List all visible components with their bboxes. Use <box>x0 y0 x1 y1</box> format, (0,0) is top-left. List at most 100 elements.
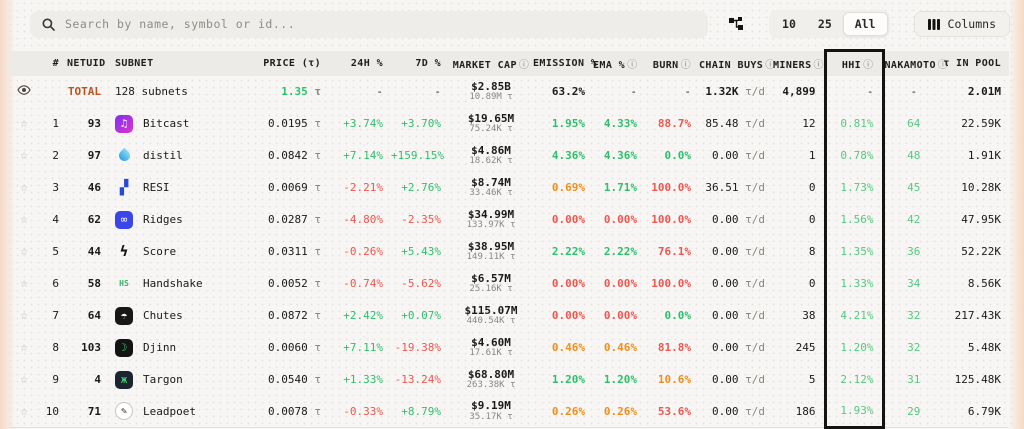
column-header-7d-[interactable]: 7D % <box>391 51 449 76</box>
column-header--[interactable]: # <box>39 51 67 76</box>
info-icon[interactable]: ⓘ <box>627 60 637 71</box>
column-header-ema-[interactable]: EMA %ⓘ <box>593 51 645 76</box>
price-cell: 0.0872 τ <box>249 300 329 332</box>
miners-cell: 1 <box>773 140 825 172</box>
favorite-cell[interactable]: ☆ <box>9 332 39 364</box>
market-cap-cell: $115.07M440.54K τ <box>449 300 533 332</box>
emission-cell: 0.00% <box>533 204 593 236</box>
emission-cell: 1.95% <box>533 108 593 140</box>
table-row[interactable]: ☆ 5 44 ϟScore 0.0311 τ -0.26% +5.43% $38… <box>9 236 1009 268</box>
subnet-icon: ϟ <box>115 243 133 261</box>
star-icon[interactable]: ☆ <box>20 404 28 419</box>
miners-cell: 0 <box>773 268 825 300</box>
column-header-burn[interactable]: BURNⓘ <box>645 51 699 76</box>
tree-view-icon[interactable] <box>728 13 747 35</box>
nakamoto-cell: 48 <box>883 140 943 172</box>
favorite-cell[interactable]: ☆ <box>9 172 39 204</box>
favorite-cell[interactable]: ☆ <box>9 204 39 236</box>
star-icon[interactable]: ☆ <box>20 372 28 387</box>
favorite-cell[interactable]: ☆ <box>9 300 39 332</box>
favorite-cell[interactable]: ☆ <box>9 140 39 172</box>
price-cell: 0.0060 τ <box>249 332 329 364</box>
subnet-cell[interactable]: ☂Chutes <box>109 300 249 332</box>
ema-cell: 4.36% <box>593 140 645 172</box>
miners-cell: 5 <box>773 364 825 396</box>
star-icon[interactable]: ☆ <box>20 276 28 291</box>
subnet-cell[interactable]: ♫Bitcast <box>109 108 249 140</box>
column-header-market-cap[interactable]: MARKET CAPⓘ <box>449 51 533 76</box>
change-7d-cell: -5.62% <box>391 268 449 300</box>
star-icon[interactable]: ☆ <box>20 148 28 163</box>
table-row[interactable]: ☆ 1 93 ♫Bitcast 0.0195 τ +3.74% +3.70% $… <box>9 108 1009 140</box>
column-header-24h-[interactable]: 24H % <box>329 51 391 76</box>
visibility-cell[interactable] <box>9 76 39 108</box>
star-icon[interactable]: ☆ <box>20 244 28 259</box>
table-row[interactable]: ☆ 7 64 ☂Chutes 0.0872 τ +2.42% +0.07% $1… <box>9 300 1009 332</box>
table-row[interactable]: ☆ 8 103 ☽Djinn 0.0060 τ +7.11% -19.38% $… <box>9 332 1009 364</box>
search-input[interactable]: Search by name, symbol or id... <box>30 11 708 38</box>
favorite-cell[interactable]: ☆ <box>9 396 39 428</box>
star-icon[interactable]: ☆ <box>20 340 28 355</box>
columns-label: Columns <box>948 17 996 31</box>
subnet-cell[interactable]: ✎Leadpoet <box>109 396 249 428</box>
favorite-cell[interactable]: ☆ <box>9 236 39 268</box>
subnet-cell[interactable]: ϟScore <box>109 236 249 268</box>
subnet-cell[interactable]: жTargon <box>109 364 249 396</box>
subnet-cell[interactable]: HSHandshake <box>109 268 249 300</box>
table-row[interactable]: ☆ 2 97 distil 0.0842 τ +7.14% +159.15% $… <box>9 140 1009 172</box>
table-row[interactable]: ☆ 10 71 ✎Leadpoet 0.0078 τ -0.33% +8.79%… <box>9 396 1009 428</box>
subnet-icon: ☽ <box>115 339 133 357</box>
table-row[interactable]: ☆ 3 46 ▞RESI 0.0069 τ -2.21% +2.76% $8.7… <box>9 172 1009 204</box>
change-24h-cell: +2.42% <box>329 300 391 332</box>
page-size-25[interactable]: 25 <box>807 13 843 35</box>
table-row[interactable]: ☆ 9 4 жTargon 0.0540 τ +1.33% -13.24% $6… <box>9 364 1009 396</box>
table-row[interactable]: ☆ 4 62 ∞Ridges 0.0287 τ -4.80% -2.35% $3… <box>9 204 1009 236</box>
info-icon[interactable]: ⓘ <box>519 60 529 71</box>
info-icon[interactable]: ⓘ <box>814 60 824 71</box>
favorite-cell[interactable]: ☆ <box>9 108 39 140</box>
page-size-all[interactable]: All <box>843 12 888 36</box>
burn-cell: 81.8% <box>645 332 699 364</box>
column-header--in-pool[interactable]: τ IN POOL <box>943 51 1009 76</box>
netuid-cell: 4 <box>67 364 109 396</box>
column-header-subnet[interactable]: SUBNET <box>109 51 249 76</box>
hhi-cell: 4.21% <box>825 300 883 332</box>
column-header-miners[interactable]: MINERSⓘ <box>773 51 825 76</box>
favorite-cell[interactable]: ☆ <box>9 364 39 396</box>
column-header-nakamoto[interactable]: NAKAMOTOⓘ <box>883 51 943 76</box>
subnet-cell[interactable]: ☽Djinn <box>109 332 249 364</box>
subnet-cell[interactable]: distil <box>109 140 249 172</box>
star-icon[interactable]: ☆ <box>20 212 28 227</box>
pool-cell: 52.22K <box>943 236 1009 268</box>
column-header-price-[interactable]: PRICE (τ) <box>249 51 329 76</box>
table-row[interactable]: ☆ 6 58 HSHandshake 0.0052 τ -0.74% -5.62… <box>9 268 1009 300</box>
column-header-netuid[interactable]: NETUID <box>67 51 109 76</box>
change-24h-cell: +1.33% <box>329 364 391 396</box>
info-icon[interactable]: ⓘ <box>863 60 873 71</box>
subnet-name: Chutes <box>143 309 183 322</box>
change-7d-cell: -19.38% <box>391 332 449 364</box>
info-icon[interactable]: ⓘ <box>681 60 691 71</box>
pool-cell: 1.91K <box>943 140 1009 172</box>
chain-buys-cell: 0.00 τ/d <box>699 204 773 236</box>
column-header-hhi[interactable]: HHIⓘ <box>825 51 883 76</box>
search-icon <box>42 18 55 31</box>
total-row[interactable]: TOTAL 128 subnets 1.35 τ - - $2.85B10.89… <box>9 76 1009 108</box>
subnet-cell[interactable]: ▞RESI <box>109 172 249 204</box>
ema-cell: - <box>593 76 645 108</box>
change-24h-cell: - <box>329 76 391 108</box>
column-header-emission-[interactable]: EMISSION % <box>533 51 593 76</box>
column-header-chain-buys[interactable]: CHAIN BUYSⓘ <box>699 51 773 76</box>
star-icon[interactable]: ☆ <box>20 180 28 195</box>
table-body: TOTAL 128 subnets 1.35 τ - - $2.85B10.89… <box>9 76 1009 428</box>
page-size-10[interactable]: 10 <box>771 13 807 35</box>
ema-cell: 0.00% <box>593 268 645 300</box>
market-cap-cell: $4.86M18.62K τ <box>449 140 533 172</box>
star-icon[interactable]: ☆ <box>20 308 28 323</box>
columns-button[interactable]: Columns <box>914 11 1010 37</box>
pool-cell: 217.43K <box>943 300 1009 332</box>
star-icon[interactable]: ☆ <box>20 116 28 131</box>
miners-cell: 8 <box>773 236 825 268</box>
favorite-cell[interactable]: ☆ <box>9 268 39 300</box>
subnet-cell[interactable]: ∞Ridges <box>109 204 249 236</box>
